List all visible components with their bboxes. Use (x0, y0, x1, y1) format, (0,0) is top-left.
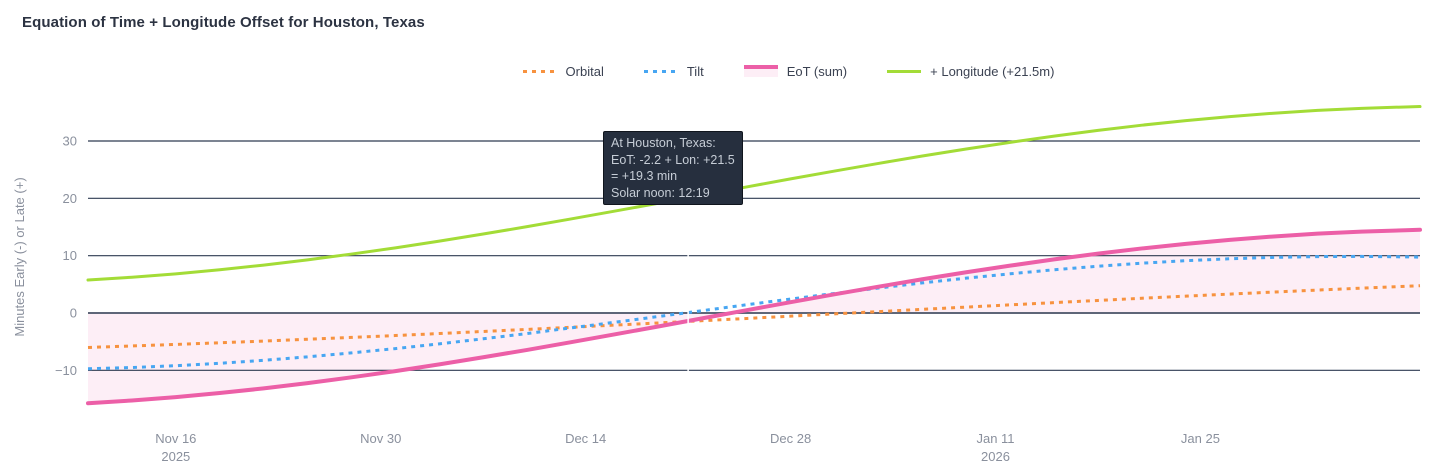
legend-label: Orbital (565, 63, 604, 79)
orbital-dotted-line-icon (522, 69, 557, 73)
chart-title: Equation of Time + Longitude Offset for … (22, 14, 425, 31)
legend-label: + Longitude (+21.5m) (930, 63, 1055, 79)
legend-item-eot-sum[interactable]: EoT (sum) (743, 63, 848, 79)
y-axis-title: Minutes Early (-) or Late (+) (12, 177, 27, 336)
series-line--longitude-m- (86, 105, 1422, 282)
tilt-dotted-line-icon (643, 69, 678, 73)
series-line-orbital (87, 284, 1421, 349)
legend-item-orbital[interactable]: Orbital (522, 63, 604, 79)
y-tick-label: 30 (63, 134, 77, 149)
tooltip-line: = +19.3 min (611, 169, 678, 183)
hover-tooltip: At Houston, Texas: EoT: -2.2 + Lon: +21.… (603, 131, 743, 205)
eot-fill-area (88, 229, 1420, 404)
legend: Orbital Tilt EoT (sum) + Longitude (+21.… (0, 62, 1445, 80)
x-tick-label: Nov 16 (155, 431, 196, 446)
series-line-eot-sum- (86, 227, 1422, 406)
x-tick-label: Jan 25 (1181, 431, 1220, 446)
tooltip-line: Solar noon: 12:19 (611, 185, 710, 200)
eot-area-icon (743, 65, 778, 77)
legend-label: EoT (sum) (786, 63, 848, 79)
y-tick-label: 20 (63, 191, 77, 206)
tooltip-line: At Houston, Texas: (611, 136, 716, 150)
legend-label: Tilt (686, 63, 704, 79)
x-tick-label: Dec 28 (770, 431, 811, 446)
legend-item-longitude[interactable]: + Longitude (+21.5m) (887, 64, 1054, 79)
legend-item-tilt[interactable]: Tilt (643, 63, 704, 79)
y-tick-label: −10 (55, 363, 77, 378)
x-tick-year-label: 2025 (161, 449, 190, 464)
x-tick-label: Jan 11 (976, 431, 1014, 446)
tooltip-line: EoT: -2.2 + Lon: +21.5 (611, 152, 735, 167)
y-tick-label: 10 (63, 248, 77, 263)
x-tick-label: Nov 30 (360, 431, 401, 446)
y-tick-label: 0 (70, 306, 77, 321)
series-line-tilt (87, 254, 1421, 371)
x-tick-year-label: 2026 (981, 449, 1010, 464)
x-tick-label: Dec 14 (565, 431, 606, 446)
longitude-line-icon (887, 69, 922, 73)
